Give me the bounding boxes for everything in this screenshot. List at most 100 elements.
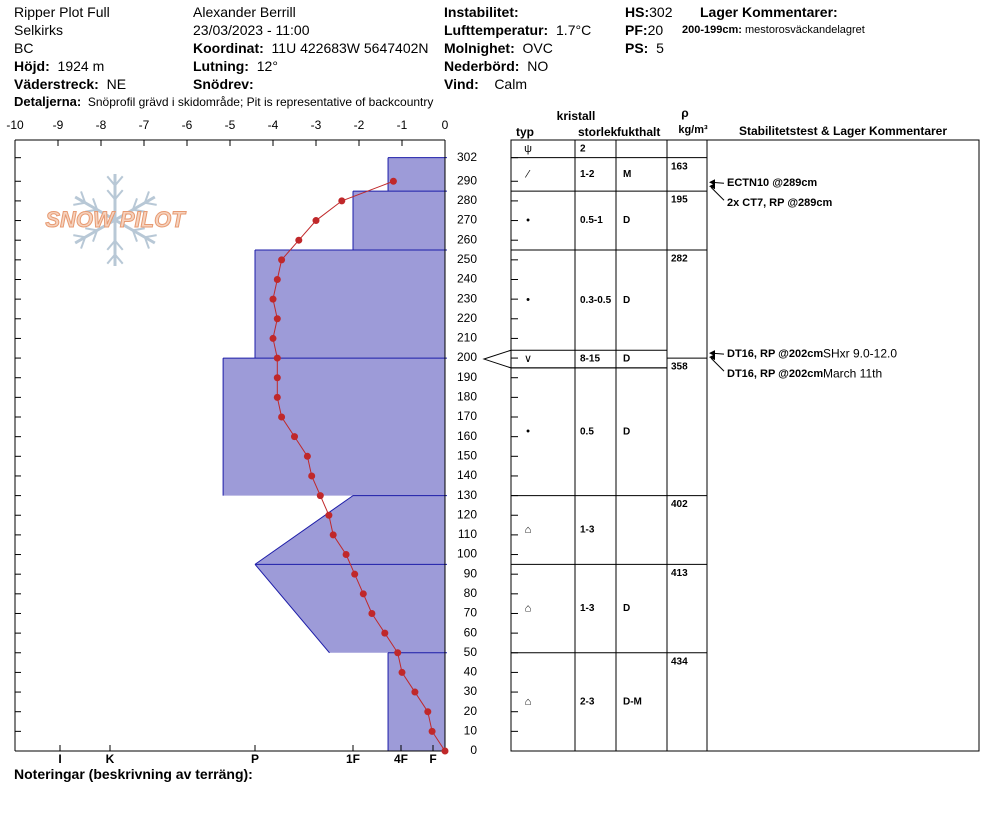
field-value: 11U 422683W 5647402N [271, 40, 429, 56]
range: Selkirks [14, 22, 64, 38]
grain-type: • [526, 214, 530, 226]
hardness-layer [255, 564, 445, 653]
field-label: Nederbörd: [444, 58, 520, 74]
column-header: kristall [557, 109, 596, 123]
test-note: March 11th [823, 366, 882, 380]
temperature-point [329, 531, 337, 539]
logo-flake [143, 191, 150, 204]
density: 434 [671, 656, 688, 667]
y-tick-label: 280 [457, 193, 477, 207]
logo-flake [106, 189, 116, 200]
temperature-point [316, 492, 324, 500]
field-value: 1.7°C [556, 22, 592, 38]
y-tick-label: 250 [457, 252, 477, 266]
field-value: 302 [649, 4, 673, 20]
layer-comment-label: 200-199cm: [682, 24, 742, 36]
field-label: Vind: [444, 76, 479, 92]
test-arrow [710, 186, 725, 201]
grain-type: ψ [524, 143, 532, 155]
test-arrow [710, 357, 725, 372]
table-frame [510, 139, 980, 752]
layer-edge [254, 564, 330, 654]
field: Väderstreck: NE [14, 75, 126, 93]
temperature-point [273, 315, 281, 323]
y-tick-label: 130 [457, 488, 477, 502]
hardness-layer [388, 652, 445, 751]
logo-flake [106, 240, 116, 251]
y-tick-label: 0 [470, 743, 477, 757]
logo-flake [144, 234, 157, 239]
logo-flake [132, 227, 145, 232]
temperature-point [338, 197, 346, 205]
logo-flake [74, 218, 116, 245]
y-tick-label: 160 [457, 429, 477, 443]
y-tick-label: 120 [457, 507, 477, 521]
details: Detaljerna: Snöprofil grävd i skidområde… [14, 93, 433, 111]
y-tick-label: 180 [457, 390, 477, 404]
grain-size: 0.3-0.5 [580, 295, 612, 306]
density: 282 [671, 254, 688, 265]
x-tick-label: -3 [311, 118, 322, 132]
y-tick-label: 30 [464, 684, 478, 698]
y-tick-label: 302 [457, 150, 477, 164]
site-name: Ripper Plot Full [14, 4, 110, 20]
grain-size: 1-2 [580, 169, 595, 180]
test-arrowhead [709, 179, 715, 186]
field-value: OVC [522, 40, 553, 56]
grain-type: ∨ [524, 353, 532, 365]
density: 163 [671, 161, 688, 172]
y-tick-label: 20 [464, 704, 478, 718]
field: Molnighet: OVC [444, 39, 553, 57]
logo-flake [114, 240, 124, 251]
x-tick-label: 0 [442, 118, 449, 132]
column-header: kg/m³ [678, 124, 708, 136]
test-note: SHxr 9.0-12.0 [823, 346, 897, 360]
x-tick-label: -7 [139, 118, 150, 132]
field-label: Snödrev: [193, 76, 254, 92]
temperature-point [359, 590, 367, 598]
logo-flake [131, 198, 138, 210]
hardness-layer [388, 157, 445, 192]
column-header: Stabilitetstest & Lager Kommentarer [739, 124, 947, 138]
logo-flake [92, 230, 99, 242]
logo-flake [80, 236, 87, 249]
temperature-point [273, 354, 281, 362]
logo-flake [73, 234, 86, 239]
temperature-point [342, 551, 350, 559]
datetime: 23/03/2023 - 11:00 [193, 22, 310, 38]
logo-flake [114, 253, 124, 265]
field-value: 5 [656, 40, 664, 56]
temperature-point [278, 256, 286, 264]
test-arrowhead [709, 354, 715, 361]
test-result: 2x CT7, RP @289cm [727, 197, 833, 209]
column-header: fukthalt [617, 125, 660, 139]
temperature-point [389, 177, 397, 185]
temperature-point [411, 688, 419, 696]
field-value: 12° [256, 58, 278, 74]
temperature-point [295, 236, 303, 244]
y-tick-label: 260 [457, 232, 477, 246]
logo-flake [131, 230, 138, 242]
y-tick-label: 90 [464, 566, 478, 580]
x-tick-label: -6 [182, 118, 193, 132]
temperature-point [428, 727, 436, 735]
temperature-point [325, 511, 333, 519]
y-tick-label: 110 [458, 527, 477, 541]
logo-flake [114, 175, 124, 187]
x-tick-label: -5 [225, 118, 236, 132]
logo-text: SNOW PILOT [45, 207, 186, 232]
field-label: Höjd: [14, 58, 50, 74]
test-result: DT16, RP @202cm [727, 368, 823, 380]
y-tick-label: 240 [457, 272, 477, 286]
temperature-point [291, 433, 298, 441]
logo-flake [80, 191, 87, 204]
test-arrowhead [709, 350, 715, 357]
y-tick-label: 290 [457, 173, 477, 187]
logo-flake [74, 195, 116, 222]
temperature-point [441, 747, 449, 755]
field: Höjd: 1924 m [14, 57, 104, 75]
grain-type: ⌂ [525, 524, 532, 536]
field: Lufttemperatur: 1.7°C [444, 21, 591, 39]
y-tick-label: 170 [457, 409, 477, 423]
